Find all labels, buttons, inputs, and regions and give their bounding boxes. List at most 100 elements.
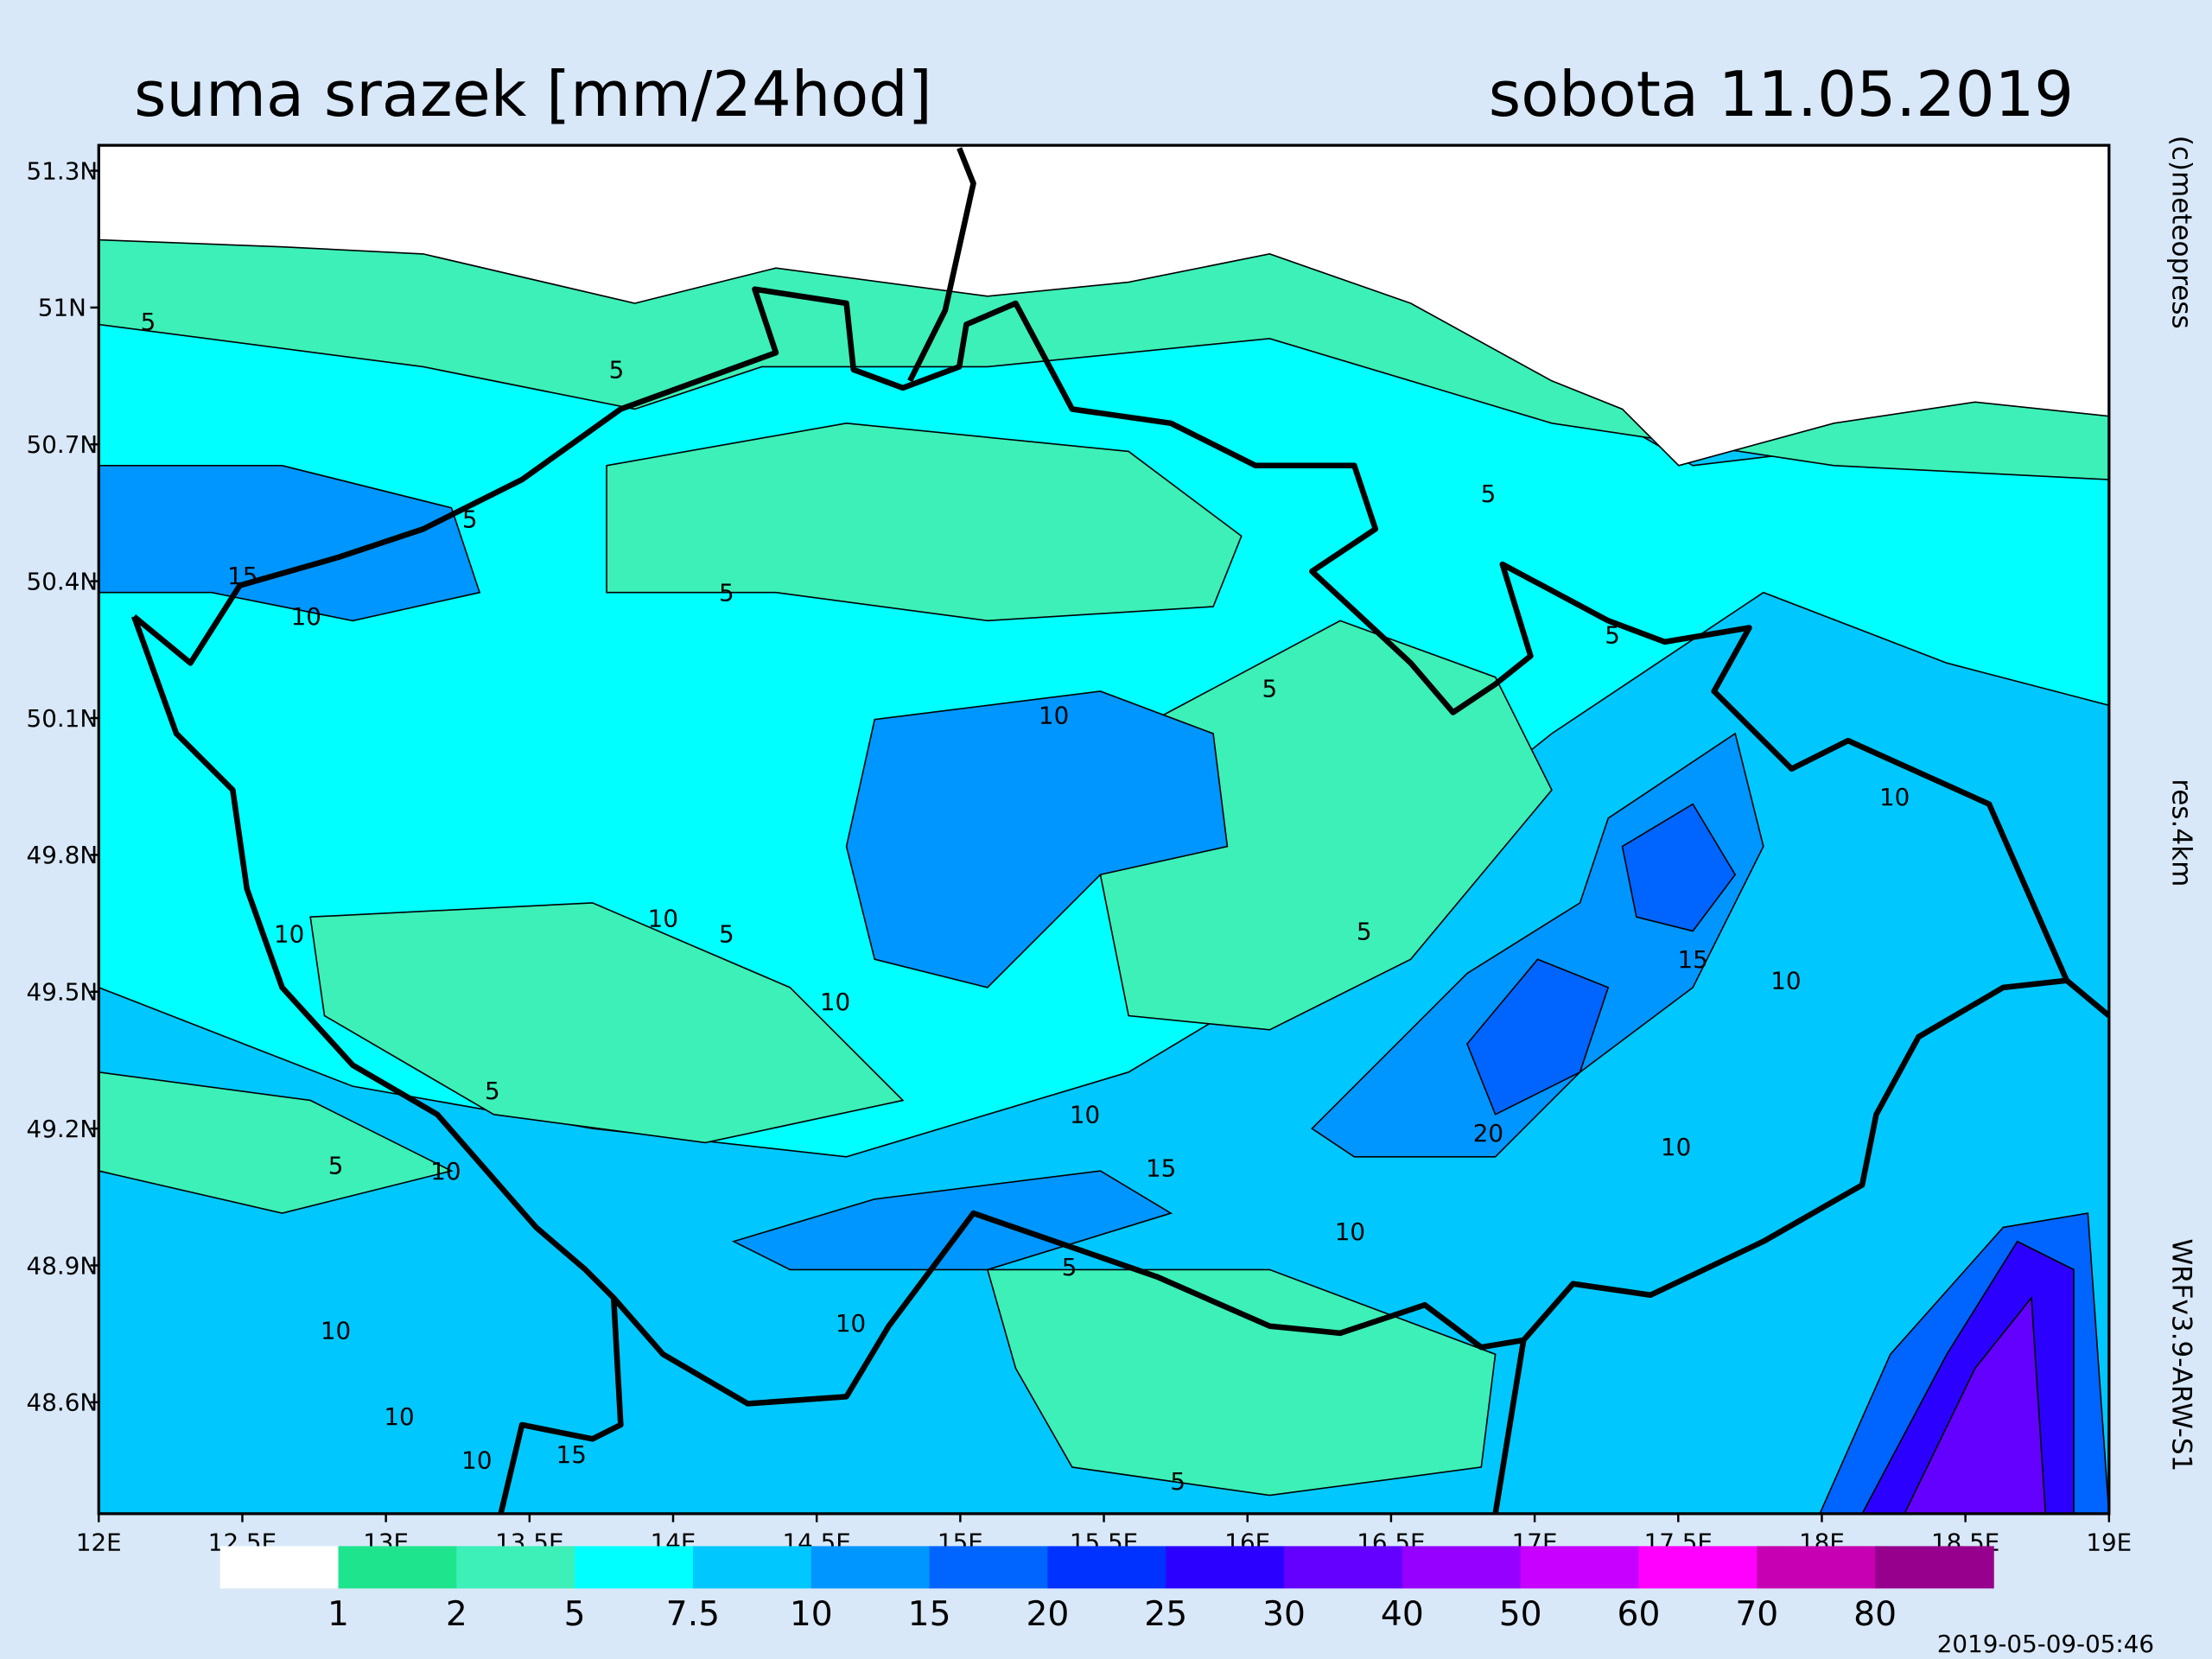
model: WRFv3.9-ARW-S1 bbox=[2165, 1238, 2196, 1471]
date: sobota 11.05.2019 bbox=[1489, 58, 2074, 130]
contour-label: 10 bbox=[461, 1446, 492, 1475]
title: suma srazek [mm/24hod] bbox=[134, 58, 932, 130]
legend-swatch bbox=[1638, 1546, 1758, 1589]
lat-label: 50.7N bbox=[27, 430, 99, 459]
field-blue bbox=[845, 690, 1229, 988]
contour-label: 10 bbox=[321, 1316, 351, 1344]
border bbox=[1492, 1339, 1527, 1514]
contour-label: 10 bbox=[274, 920, 304, 949]
contour-label: 10 bbox=[1335, 1217, 1365, 1246]
contour-label: 5 bbox=[719, 920, 734, 949]
legend-label: 1 bbox=[327, 1595, 349, 1634]
contour-label: 5 bbox=[485, 1077, 500, 1105]
contour-label: 5 bbox=[1481, 480, 1497, 508]
contour-label: 10 bbox=[1070, 1101, 1100, 1129]
border bbox=[131, 286, 2070, 1407]
contour-label: 10 bbox=[1039, 702, 1069, 730]
lat-label: 50.1N bbox=[27, 704, 99, 733]
lat-label: 49.2N bbox=[27, 1115, 99, 1143]
legend-swatch bbox=[219, 1546, 340, 1589]
legend-label: 30 bbox=[1262, 1595, 1306, 1634]
legend-label: 20 bbox=[1026, 1595, 1069, 1634]
contour-label: 5 bbox=[1262, 675, 1278, 703]
contour-label: 10 bbox=[384, 1402, 414, 1431]
fields: 5 5 5 15 10 5 10 5 5 5 10 10 10 5 10 5 15 10 5 10 5 10 15 20 10 1… bbox=[99, 145, 2109, 1514]
field-green bbox=[99, 1071, 454, 1214]
legend-label: 7.5 bbox=[666, 1595, 720, 1634]
contour-label: 15 bbox=[556, 1440, 587, 1469]
field-green bbox=[1099, 620, 1553, 1031]
legend-swatch bbox=[1875, 1546, 1994, 1589]
field-green bbox=[606, 422, 1243, 622]
contour-label: 5 bbox=[719, 579, 734, 607]
lon-label: 19E bbox=[2086, 1528, 2132, 1556]
legend-label: 15 bbox=[908, 1595, 951, 1634]
legend-swatch bbox=[1166, 1546, 1285, 1589]
contour-label: 15 bbox=[1146, 1154, 1176, 1183]
contour-label: 10 bbox=[836, 1309, 866, 1338]
lat-label: 51N bbox=[38, 294, 86, 322]
legend-label: 80 bbox=[1853, 1595, 1897, 1634]
legend-swatch bbox=[1284, 1546, 1403, 1589]
legend-swatch bbox=[929, 1546, 1049, 1589]
field-violet-dark bbox=[1904, 1295, 2047, 1514]
contour-label: 5 bbox=[1605, 620, 1620, 649]
legend-swatch bbox=[810, 1546, 931, 1589]
contour-label: 15 bbox=[1678, 945, 1708, 974]
contour-label: 10 bbox=[430, 1157, 461, 1185]
resolution: res.4km bbox=[2165, 779, 2196, 887]
lat-label: 50.4N bbox=[27, 567, 99, 595]
legend-swatch bbox=[1402, 1546, 1522, 1589]
lat-label: 51.3N bbox=[27, 156, 99, 185]
legend-swatch bbox=[692, 1546, 812, 1589]
lon-label: 12E bbox=[76, 1528, 122, 1556]
legend: 1 2 5 7.5 10 15 20 25 30 40 50 60 70 80 bbox=[219, 1546, 1994, 1634]
contour-label: 10 bbox=[820, 988, 850, 1016]
legend-swatch bbox=[338, 1546, 458, 1589]
contour-label: 10 bbox=[1770, 966, 1801, 995]
contour-label: 5 bbox=[1357, 917, 1372, 945]
legend-swatch bbox=[456, 1546, 575, 1589]
contour-label: 10 bbox=[1879, 783, 1910, 811]
contour-label: 10 bbox=[648, 905, 678, 933]
lat-label: 48.6N bbox=[27, 1389, 99, 1417]
border bbox=[907, 147, 976, 383]
contour-label: 5 bbox=[141, 308, 156, 336]
contour-label: 5 bbox=[1170, 1467, 1185, 1496]
legend-label: 70 bbox=[1735, 1595, 1778, 1634]
contour-label: 10 bbox=[291, 602, 321, 631]
lat-label: 49.5N bbox=[27, 978, 99, 1007]
legend-label: 10 bbox=[790, 1595, 833, 1634]
field-blue bbox=[99, 464, 481, 622]
contour-label: 15 bbox=[227, 562, 257, 590]
contour-label: 10 bbox=[1661, 1133, 1691, 1161]
field-blue-dark bbox=[1466, 958, 1610, 1116]
precipitation-map: 5 5 5 15 10 5 10 5 5 5 10 10 10 5 10 5 15 10 5 10 5 10 15 20 10 1… bbox=[27, 143, 2132, 1556]
legend-label: 40 bbox=[1381, 1595, 1424, 1634]
timestamp: 2019-05-09-05:46 bbox=[1937, 1630, 2154, 1658]
copyright: (c)meteopress bbox=[2165, 136, 2196, 329]
contour-label: 20 bbox=[1473, 1119, 1503, 1147]
legend-label: 2 bbox=[446, 1595, 467, 1634]
legend-swatch bbox=[575, 1546, 694, 1589]
legend-swatch bbox=[1757, 1546, 1876, 1589]
lat-label: 49.8N bbox=[27, 841, 99, 869]
contour-label: 5 bbox=[1062, 1253, 1077, 1281]
contour-label: 5 bbox=[609, 356, 625, 385]
legend-label: 5 bbox=[564, 1595, 586, 1634]
border bbox=[498, 1297, 624, 1514]
contour-label: 5 bbox=[328, 1151, 344, 1179]
border bbox=[2064, 978, 2109, 1019]
legend-swatch bbox=[1520, 1546, 1640, 1589]
contour-label: 5 bbox=[462, 505, 478, 534]
field-blue-dark bbox=[1621, 803, 1737, 932]
field-green bbox=[309, 902, 905, 1144]
legend-label: 25 bbox=[1144, 1595, 1187, 1634]
legend-swatch bbox=[1047, 1546, 1167, 1589]
legend-label: 60 bbox=[1618, 1595, 1661, 1634]
lat-label: 48.9N bbox=[27, 1251, 99, 1280]
field-white bbox=[99, 145, 2109, 467]
legend-label: 50 bbox=[1499, 1595, 1542, 1634]
